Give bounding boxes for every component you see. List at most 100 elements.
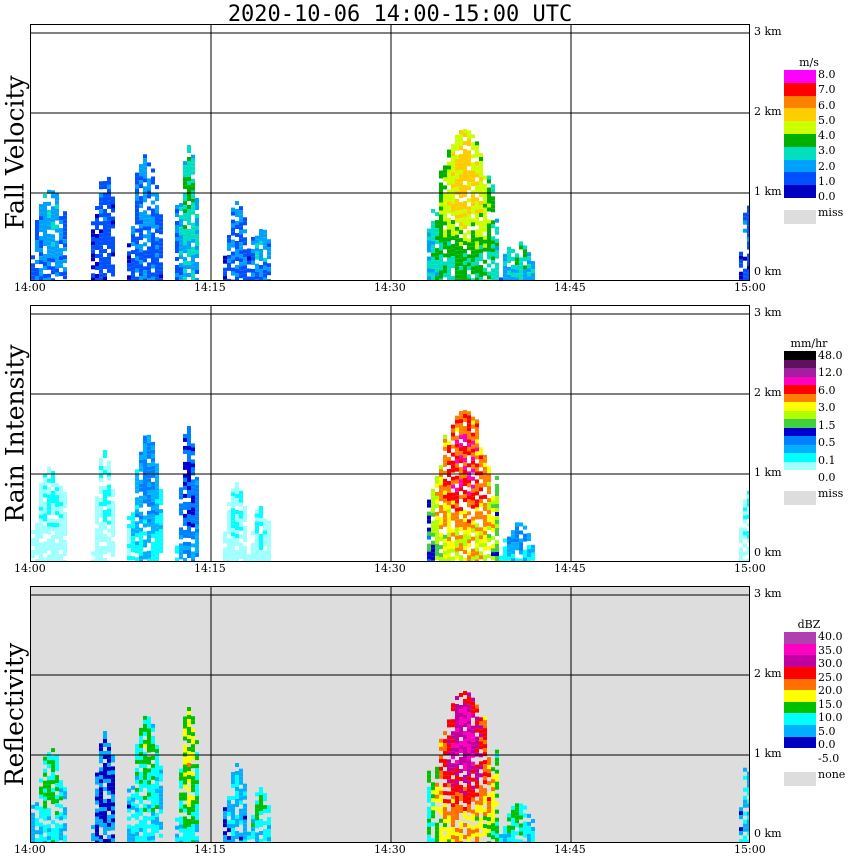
echo-pixel: [443, 177, 447, 182]
echo-pixel: [47, 756, 51, 761]
echo-pixel: [143, 779, 147, 784]
echo-pixel: [131, 512, 135, 517]
echo-pixel: [435, 503, 439, 508]
echo-pixel: [179, 487, 183, 492]
echo-pixel: [471, 761, 475, 766]
echo-pixel: [479, 765, 483, 770]
echo-pixel: [255, 521, 259, 526]
echo-pixel: [243, 839, 247, 842]
echo-pixel: [451, 823, 455, 828]
echo-pixel: [63, 523, 67, 528]
echo-pixel: [427, 236, 431, 241]
echo-pixel: [455, 740, 459, 744]
echo-pixel: [143, 771, 147, 776]
echo-pixel: [483, 227, 487, 232]
echo-pixel: [187, 510, 191, 514]
echo-pixel: [471, 520, 475, 525]
echo-pixel: [491, 803, 495, 808]
echo-pixel: [471, 166, 475, 171]
echo-pixel: [439, 481, 443, 486]
echo-pixel: [267, 520, 271, 525]
echo-pixel: [135, 208, 139, 213]
echo-pixel: [459, 535, 463, 540]
echo-pixel: [227, 246, 231, 251]
echo-pixel: [483, 187, 487, 192]
echo-pixel: [111, 501, 115, 505]
echo-pixel: [463, 494, 467, 498]
echo-pixel: [239, 214, 243, 219]
echo-pixel: [231, 556, 235, 561]
echo-pixel: [151, 192, 155, 197]
echo-pixel: [187, 763, 191, 767]
echo-pixel: [59, 240, 63, 245]
echo-pixel: [51, 840, 55, 842]
echo-pixel: [467, 182, 471, 187]
echo-pixel: [195, 784, 199, 789]
echo-pixel: [467, 154, 471, 159]
echo-pixel: [187, 165, 191, 169]
echo-pixel: [451, 528, 455, 533]
echo-pixel: [435, 475, 439, 480]
echo-pixel: [479, 447, 483, 452]
echo-pixel: [475, 451, 479, 456]
echo-pixel: [187, 807, 191, 811]
echo-pixel: [491, 200, 495, 205]
echo-pixel: [151, 248, 155, 253]
echo-pixel: [471, 705, 475, 710]
echo-pixel: [495, 254, 499, 259]
echo-pixel: [139, 479, 143, 484]
echo-pixel: [139, 555, 143, 560]
echo-pixel: [459, 829, 463, 833]
echo-pixel: [175, 205, 179, 209]
echo-pixel: [191, 555, 195, 560]
echo-pixel: [183, 233, 187, 238]
echo-pixel: [151, 783, 155, 788]
echo-pixel: [455, 415, 459, 420]
echo-pixel: [59, 558, 63, 561]
echo-pixel: [147, 270, 151, 275]
colorbar-swatch: [784, 146, 816, 161]
echo-pixel: [99, 526, 103, 530]
echo-pixel: [503, 826, 507, 831]
echo-pixel: [103, 546, 107, 550]
echo-pixel: [231, 231, 235, 236]
echo-pixel: [127, 560, 131, 561]
echo-pixel: [467, 238, 471, 243]
echo-pixel: [491, 208, 495, 213]
echo-pixel: [475, 269, 479, 274]
echo-pixel: [511, 558, 515, 561]
echo-pixel: [523, 813, 527, 818]
echo-pixel: [447, 553, 451, 557]
echo-pixel: [111, 541, 115, 545]
echo-pixel: [739, 555, 743, 560]
echo-pixel: [455, 210, 459, 215]
echo-pixel: [43, 756, 47, 761]
echo-pixel: [439, 202, 443, 207]
echo-pixel: [247, 252, 251, 257]
echo-pixel: [191, 202, 195, 207]
echo-pixel: [195, 226, 199, 230]
echo-pixel: [147, 434, 151, 439]
echo-pixel: [491, 248, 495, 253]
echo-pixel: [99, 839, 103, 842]
echo-pixel: [451, 484, 455, 489]
echo-pixel: [479, 471, 483, 476]
echo-pixel: [459, 459, 463, 464]
echo-pixel: [739, 807, 743, 812]
echo-pixel: [159, 254, 163, 259]
echo-pixel: [475, 181, 479, 186]
echo-pixel: [479, 269, 483, 273]
echo-pixel: [235, 534, 239, 538]
echo-pixel: [531, 552, 535, 557]
echo-pixel: [55, 228, 59, 233]
echo-pixel: [439, 218, 443, 223]
echo-pixel: [183, 265, 187, 270]
echo-pixel: [239, 262, 243, 267]
echo-pixel: [487, 502, 491, 507]
echo-pixel: [747, 791, 749, 796]
echo-pixel: [475, 768, 479, 773]
echo-pixel: [511, 276, 515, 280]
echo-pixel: [231, 804, 235, 808]
echo-pixel: [183, 764, 187, 769]
echo-pixel: [443, 213, 447, 218]
